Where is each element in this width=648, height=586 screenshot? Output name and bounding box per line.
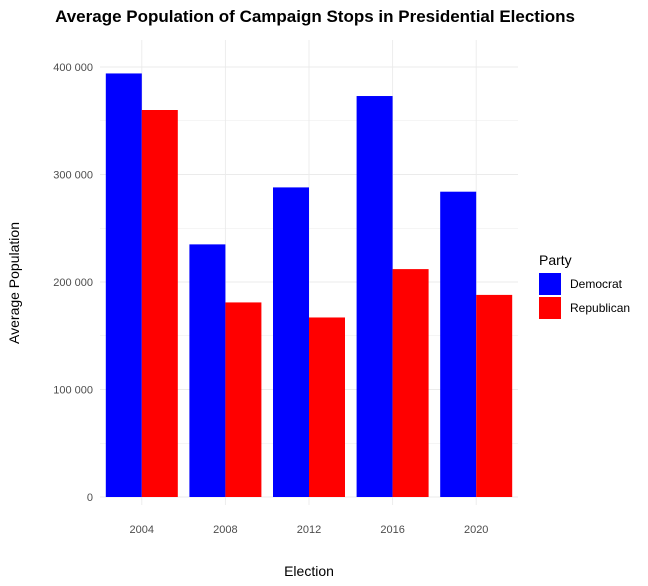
legend-label-democrat: Democrat [570, 277, 623, 291]
bar-democrat-2016 [356, 96, 393, 498]
y-axis-ticks: 0 100 000 200 000 300 000 400 000 [53, 62, 93, 504]
legend: Party Democrat Republican [539, 252, 630, 319]
legend-swatch-democrat [539, 273, 561, 295]
bars [105, 73, 513, 498]
y-tick-label: 400 000 [53, 62, 93, 74]
x-tick-label: 2004 [130, 524, 154, 536]
x-axis-title: Election [284, 563, 334, 579]
bar-republican-2004 [141, 110, 178, 497]
bar-democrat-2012 [273, 187, 309, 497]
x-tick-label: 2012 [297, 524, 321, 536]
y-tick-label: 200 000 [53, 277, 93, 289]
bar-republican-2012 [309, 317, 345, 497]
x-tick-label: 2016 [380, 524, 404, 536]
y-tick-label: 300 000 [53, 170, 93, 182]
bar-republican-2016 [392, 269, 429, 497]
chart-title: Average Population of Campaign Stops in … [55, 7, 575, 26]
bar-democrat-2020 [440, 191, 477, 497]
y-tick-label: 100 000 [53, 385, 93, 397]
bar-democrat-2008 [189, 244, 226, 497]
legend-swatch-republican [539, 297, 561, 319]
y-axis-title: Average Population [6, 222, 22, 344]
x-tick-label: 2008 [213, 524, 237, 536]
legend-label-republican: Republican [570, 301, 630, 315]
legend-title: Party [539, 252, 572, 268]
x-tick-label: 2020 [464, 524, 488, 536]
y-tick-label: 0 [87, 492, 93, 504]
bar-democrat-2004 [105, 73, 142, 497]
bar-republican-2008 [225, 302, 262, 497]
x-axis-ticks: 2004 2008 2012 2016 2020 [130, 524, 489, 536]
bar-republican-2020 [476, 294, 513, 497]
